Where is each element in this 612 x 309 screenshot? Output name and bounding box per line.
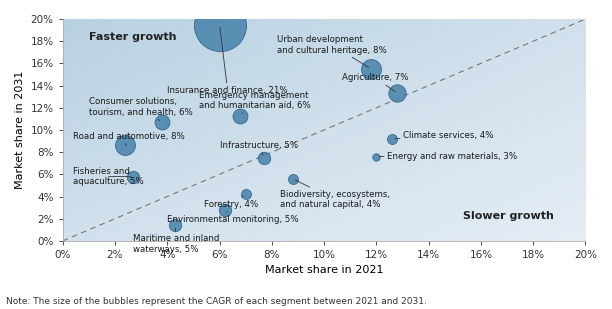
Text: Insurance and finance, 21%: Insurance and finance, 21% [167,27,288,95]
Text: Infrastructure, 5%: Infrastructure, 5% [220,141,297,155]
Text: Emergency management
and humanitarian aid, 6%: Emergency management and humanitarian ai… [199,91,310,113]
Point [392,91,402,96]
Point [241,192,250,197]
Point [288,176,297,181]
Point [220,207,230,212]
Text: Faster growth: Faster growth [89,32,176,42]
Point [371,154,381,159]
X-axis label: Market share in 2021: Market share in 2021 [265,265,383,275]
Text: Biodiversity, ecosystems,
and natural capital, 4%: Biodiversity, ecosystems, and natural ca… [280,180,390,209]
Text: Maritime and inland
waterways, 5%: Maritime and inland waterways, 5% [133,228,220,254]
Text: Urban development
and cultural heritage, 8%: Urban development and cultural heritage,… [277,35,387,67]
Point [387,136,397,141]
Y-axis label: Market share in 2031: Market share in 2031 [15,71,25,189]
Text: Environmental monitoring, 5%: Environmental monitoring, 5% [167,212,299,224]
Point [236,113,245,118]
Text: Consumer solutions,
tourism, and health, 6%: Consumer solutions, tourism, and health,… [89,97,193,121]
Point [129,174,138,179]
Text: Slower growth: Slower growth [463,211,553,221]
Text: Road and automotive, 8%: Road and automotive, 8% [73,132,185,146]
Text: Energy and raw materials, 3%: Energy and raw materials, 3% [379,152,517,161]
Text: Climate services, 4%: Climate services, 4% [395,131,493,140]
Text: Fisheries and
aquaculture, 5%: Fisheries and aquaculture, 5% [73,167,144,186]
Point [170,223,180,228]
Point [215,22,225,27]
Point [121,143,130,148]
Text: Agriculture, 7%: Agriculture, 7% [342,73,409,92]
Text: Forestry, 4%: Forestry, 4% [204,196,258,209]
Point [157,120,167,125]
Point [259,155,269,160]
Text: Note: The size of the bubbles represent the CAGR of each segment between 2021 an: Note: The size of the bubbles represent … [6,297,427,306]
Point [366,66,376,71]
